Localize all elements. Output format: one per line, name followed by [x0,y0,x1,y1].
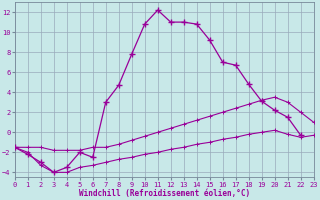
X-axis label: Windchill (Refroidissement éolien,°C): Windchill (Refroidissement éolien,°C) [79,189,250,198]
